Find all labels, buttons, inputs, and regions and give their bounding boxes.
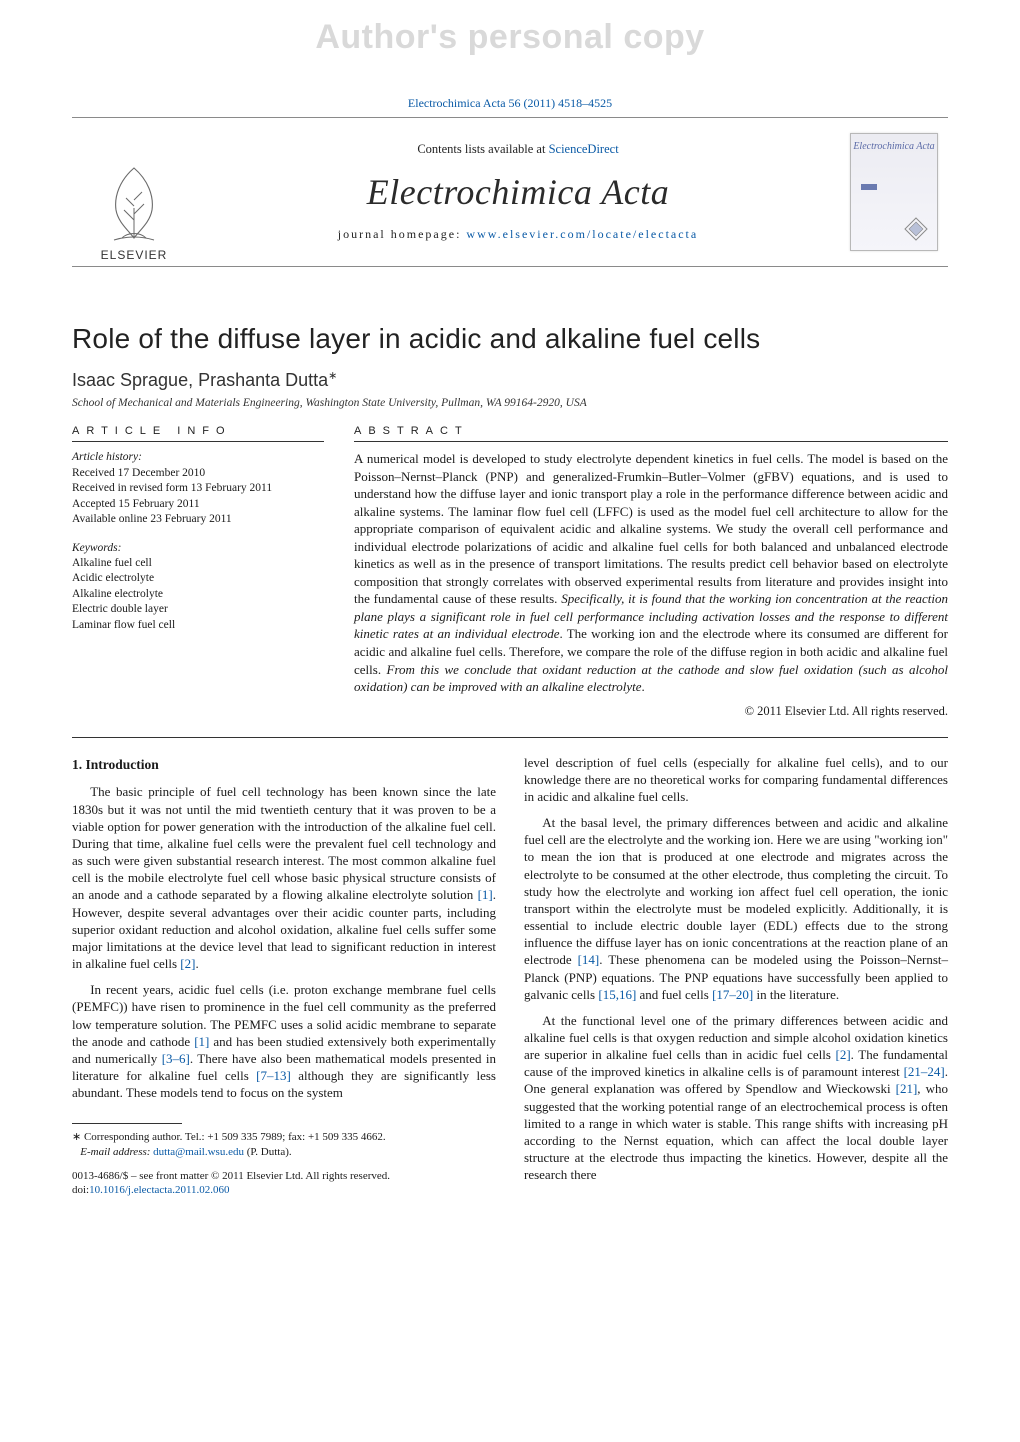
received-date: Received 17 December 2010 (72, 467, 205, 479)
article-title: Role of the diffuse layer in acidic and … (72, 323, 948, 355)
body-paragraph: In recent years, acidic fuel cells (i.e.… (72, 981, 496, 1101)
text-run: , who suggested that the working potenti… (524, 1081, 948, 1182)
doi-link[interactable]: 10.1016/j.electacta.2011.02.060 (89, 1184, 229, 1196)
journal-reference-link[interactable]: Electrochimica Acta 56 (2011) 4518–4525 (408, 96, 612, 110)
citation-link[interactable]: [21] (896, 1081, 918, 1096)
keyword-item: Alkaline fuel cell (72, 557, 152, 569)
homepage-prefix: journal homepage: (338, 227, 467, 241)
page-content: Electrochimica Acta 56 (2011) 4518–4525 … (0, 0, 1020, 1237)
email-suffix: (P. Dutta). (244, 1146, 292, 1158)
journal-cover-thumbnail: Electrochimica Acta (850, 133, 938, 251)
keyword-item: Alkaline electrolyte (72, 588, 163, 600)
email-link[interactable]: dutta@mail.wsu.edu (153, 1146, 244, 1158)
homepage-link[interactable]: www.elsevier.com/locate/electacta (466, 227, 698, 241)
cover-title: Electrochimica Acta (851, 142, 937, 153)
text-run: The basic principle of fuel cell technol… (72, 784, 496, 902)
footnote-rule (72, 1123, 182, 1124)
affiliation: School of Mechanical and Materials Engin… (72, 397, 948, 409)
publisher-name: ELSEVIER (101, 248, 168, 262)
footnote-mark: ∗ (72, 1131, 81, 1143)
abstract-heading: abstract (354, 425, 948, 442)
abstract-text: A numerical model is developed to study … (354, 450, 948, 696)
corresponding-mark: ∗ (328, 370, 337, 382)
masthead: ELSEVIER Contents lists available at Sci… (72, 117, 948, 267)
abstract-copyright: © 2011 Elsevier Ltd. All rights reserved… (354, 704, 948, 719)
journal-cover-block: Electrochimica Acta (840, 118, 948, 266)
section-rule (72, 737, 948, 738)
sciencedirect-link[interactable]: ScienceDirect (549, 142, 619, 156)
text-run: and fuel cells (636, 987, 712, 1002)
citation-link[interactable]: [2] (836, 1047, 851, 1062)
keyword-item: Acidic electrolyte (72, 572, 154, 584)
citation-link[interactable]: [3–6] (162, 1051, 190, 1066)
body-columns: 1. Introduction The basic principle of f… (72, 754, 948, 1198)
article-history: Article history: Received 17 December 20… (72, 450, 324, 528)
body-paragraph: At the functional level one of the prima… (524, 1012, 948, 1184)
front-matter-line: 0013-4686/$ – see front matter © 2011 El… (72, 1170, 390, 1182)
masthead-center: Contents lists available at ScienceDirec… (196, 118, 840, 266)
authors-names: Isaac Sprague, Prashanta Dutta (72, 370, 328, 390)
contents-prefix: Contents lists available at (417, 142, 548, 156)
publisher-logo-block: ELSEVIER (72, 118, 196, 266)
article-info-heading: article info (72, 425, 324, 442)
email-label: E-mail address: (80, 1146, 153, 1158)
article-info-column: article info Article history: Received 1… (72, 425, 324, 719)
received-revised-date: Received in revised form 13 February 201… (72, 482, 272, 494)
citation-link[interactable]: [2] (180, 956, 195, 971)
citation-link[interactable]: [1] (478, 887, 493, 902)
footnote-text: Corresponding author. Tel.: +1 509 335 7… (81, 1131, 385, 1143)
abstract-column: abstract A numerical model is developed … (354, 425, 948, 719)
keywords-label: Keywords: (72, 542, 324, 554)
citation-link[interactable]: [1] (194, 1034, 209, 1049)
elsevier-tree-icon (100, 160, 168, 246)
section-heading: 1. Introduction (72, 756, 496, 774)
column-one: 1. Introduction The basic principle of f… (72, 756, 496, 1198)
abstract-emph: From this we conclude that oxidant reduc… (354, 662, 948, 695)
keywords-list: Alkaline fuel cell Acidic electrolyte Al… (72, 556, 324, 634)
body-paragraph: The basic principle of fuel cell technol… (72, 783, 496, 972)
text-run: level description of fuel cells (especia… (524, 755, 948, 804)
text-run: in the literature. (753, 987, 839, 1002)
info-abstract-row: article info Article history: Received 1… (72, 425, 948, 719)
doi-prefix: doi: (72, 1184, 89, 1196)
body-paragraph: At the basal level, the primary differen… (524, 814, 948, 1003)
citation-link[interactable]: [14] (578, 952, 600, 967)
abstract-part: . (642, 679, 645, 694)
text-run: At the basal level, the primary differen… (524, 815, 948, 967)
journal-title: Electrochimica Acta (367, 171, 669, 213)
citation-link[interactable]: [17–20] (712, 987, 753, 1002)
available-date: Available online 23 February 2011 (72, 513, 232, 525)
corresponding-footnote: ∗ Corresponding author. Tel.: +1 509 335… (72, 1130, 496, 1159)
front-matter: 0013-4686/$ – see front matter © 2011 El… (72, 1169, 496, 1198)
text-run: . (195, 956, 198, 971)
history-label: Article history: (72, 451, 142, 463)
authors-line: Isaac Sprague, Prashanta Dutta∗ (72, 369, 948, 391)
accepted-date: Accepted 15 February 2011 (72, 498, 200, 510)
journal-reference: Electrochimica Acta 56 (2011) 4518–4525 (72, 96, 948, 111)
citation-link[interactable]: [15,16] (598, 987, 636, 1002)
cover-decor-rect (861, 184, 877, 190)
abstract-part: A numerical model is developed to study … (354, 451, 948, 606)
body-paragraph: level description of fuel cells (especia… (524, 754, 948, 805)
keyword-item: Electric double layer (72, 603, 168, 615)
citation-link[interactable]: [21–24] (904, 1064, 945, 1079)
keyword-item: Laminar flow fuel cell (72, 619, 175, 631)
cover-diamond-icon (903, 216, 929, 242)
homepage-line: journal homepage: www.elsevier.com/locat… (338, 227, 698, 242)
contents-line: Contents lists available at ScienceDirec… (417, 142, 618, 157)
citation-link[interactable]: [7–13] (256, 1068, 291, 1083)
